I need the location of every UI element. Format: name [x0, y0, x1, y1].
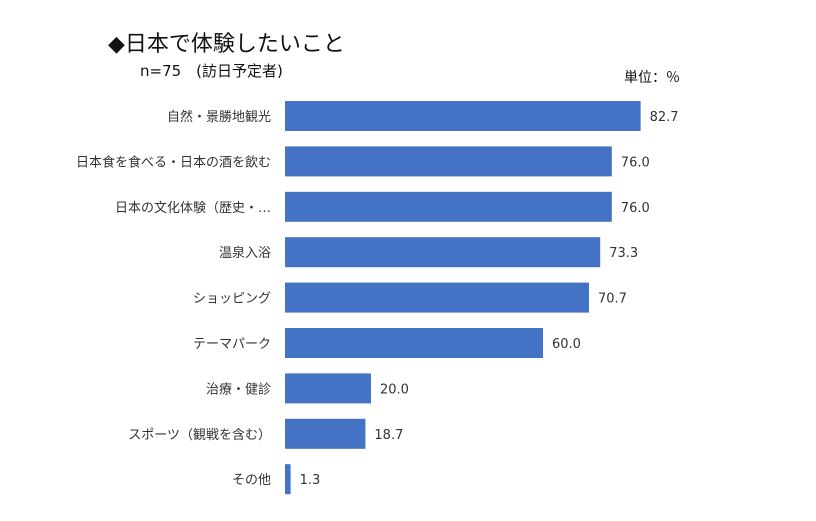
value-label: 20.0: [380, 382, 409, 397]
category-label: 自然・景勝地観光: [167, 109, 271, 125]
category-label: 日本の文化体験（歴史・…: [115, 201, 271, 216]
category-label: 治療・健診: [206, 381, 271, 397]
chart-subtitle: n=75 (訪日予定者): [140, 62, 283, 80]
bar: [285, 282, 590, 313]
chart-title: ◆日本で体験したいこと: [108, 32, 345, 57]
bar: [285, 237, 601, 268]
category-label: 日本食を食べる・日本の酒を飲む: [76, 154, 271, 170]
value-label: 70.7: [598, 292, 627, 307]
bar: [285, 464, 291, 495]
value-label: 73.3: [609, 246, 638, 261]
bar: [285, 328, 543, 358]
category-label: ショッピング: [193, 292, 271, 307]
unit-label: 単位：％: [624, 70, 680, 86]
value-label: 60.0: [552, 337, 581, 352]
bar: [285, 191, 612, 222]
category-label: その他: [232, 473, 271, 488]
value-label: 76.0: [621, 201, 650, 216]
value-label: 82.7: [650, 110, 679, 125]
bar: [285, 418, 366, 449]
category-label: スポーツ（観戦を含む）: [128, 427, 271, 443]
bar: [285, 101, 641, 131]
bar: [285, 146, 612, 177]
category-label: 温泉入浴: [219, 245, 271, 261]
value-label: 18.7: [374, 428, 403, 443]
bars-layer: 自然・景勝地観光 82.7 日本食を食べる・日本の酒を飲む 76.0 日本の文化体験（歴…: [76, 101, 679, 495]
value-label: 1.3: [300, 473, 321, 488]
bar: [285, 373, 371, 404]
value-label: 76.0: [621, 155, 650, 170]
category-label: テーマパーク: [193, 337, 271, 352]
